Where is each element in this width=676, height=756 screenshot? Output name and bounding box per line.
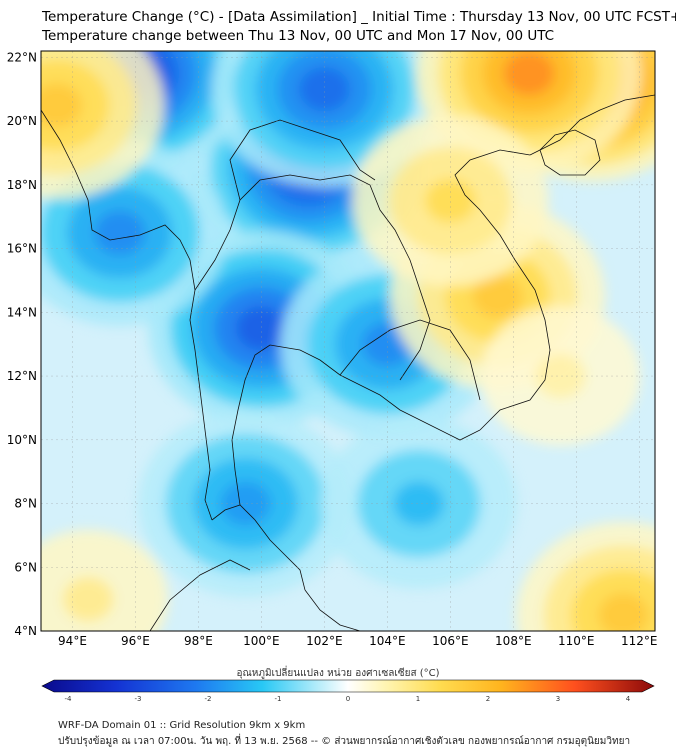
temperature-anomaly-contour — [62, 577, 114, 622]
lon-tick-label: 110°E — [558, 634, 595, 648]
coastlines-borders — [41, 94, 655, 631]
hainan-island — [539, 129, 601, 176]
lon-tick-label: 100°E — [243, 634, 280, 648]
lat-tick-label: 12°N — [7, 369, 37, 383]
laos-border — [229, 119, 376, 201]
model-info: WRF-DA Domain 01 :: Grid Resolution 9km … — [58, 720, 306, 731]
lat-tick-label: 16°N — [7, 242, 37, 256]
china-coast — [529, 94, 655, 156]
lon-grid-labels: 94°E 96°E 98°E 100°E 102°E 104°E 106°E 108°E 110… — [58, 51, 658, 648]
lat-grid-labels: 22°N 20°N 18°N 16°N 14°N 12°N 10°N 8°N 6°N 4°N — [7, 50, 655, 638]
temperature-anomaly-contour — [220, 481, 271, 526]
myanmar-coast — [41, 109, 213, 521]
lon-tick-label: 96°E — [121, 634, 150, 648]
colorbar-label: อุณหภูมิเปลี่ยนแปลง หน่วย องศาเซลเซียส (… — [236, 668, 440, 679]
malaysia-coast — [304, 589, 361, 631]
colorbar-tick-label: -2 — [205, 695, 212, 703]
lat-tick-label: 22°N — [7, 50, 37, 64]
lat-tick-label: 8°N — [14, 497, 37, 511]
temperature-anomaly-contour — [598, 593, 649, 631]
colorbar-tick-label: -3 — [135, 695, 142, 703]
sumatra-coast — [149, 559, 251, 631]
temperature-anomaly-contour — [41, 83, 83, 128]
map-subtitle: Temperature change between Thu 13 Nov, 0… — [42, 28, 555, 44]
lon-tick-label: 108°E — [495, 634, 532, 648]
temperature-field — [41, 51, 655, 631]
temperature-anomaly-contour — [94, 210, 146, 255]
lat-tick-label: 20°N — [7, 114, 37, 128]
temperature-anomaly-contour — [425, 178, 476, 223]
map-frame — [40, 50, 656, 632]
temperature-anomaly-contour — [503, 51, 555, 96]
lon-tick-label: 102°E — [306, 634, 343, 648]
lat-tick-label: 4°N — [14, 624, 37, 638]
colorbar-tick-label: 1 — [416, 695, 420, 703]
lon-tick-label: 104°E — [369, 634, 406, 648]
colorbar-tick-label: 2 — [486, 695, 490, 703]
colorbar-tick-label: 3 — [556, 695, 560, 703]
vietnam-coast — [454, 149, 551, 431]
colorbar-tick-label: 4 — [626, 695, 631, 703]
lat-tick-label: 14°N — [7, 305, 37, 319]
lat-tick-label: 6°N — [14, 560, 37, 574]
lat-tick-label: 10°N — [7, 433, 37, 447]
thailand-border — [194, 174, 431, 381]
lat-tick-label: 18°N — [7, 178, 37, 192]
colorbar-bar — [41, 679, 655, 693]
colorbar-tick-label: 0 — [346, 695, 350, 703]
colorbar-tick-label: -1 — [275, 695, 282, 703]
update-credit: ปรับปรุงข้อมูล ณ เวลา 07:00น. วัน พฤ. ที… — [58, 736, 631, 747]
lon-tick-label: 106°E — [432, 634, 469, 648]
temperature-anomaly-contour — [472, 274, 523, 319]
temperature-anomaly-contour — [236, 306, 287, 351]
gulf-of-thailand-coast — [231, 344, 481, 506]
temperature-anomaly-contour — [299, 67, 350, 112]
map-title: Temperature Change (°C) - [Data Assimila… — [42, 9, 676, 25]
lon-tick-label: 94°E — [58, 634, 87, 648]
colorbar-tick-label: -4 — [65, 695, 73, 703]
thailand-peninsula — [211, 504, 306, 591]
colorbar: -4 -3 -2 -1 0 1 2 3 4 — [41, 679, 655, 703]
temperature-anomaly-contour — [393, 481, 445, 526]
lon-tick-label: 98°E — [184, 634, 213, 648]
lon-tick-label: 112°E — [621, 634, 658, 648]
cambodia-border — [339, 319, 481, 401]
